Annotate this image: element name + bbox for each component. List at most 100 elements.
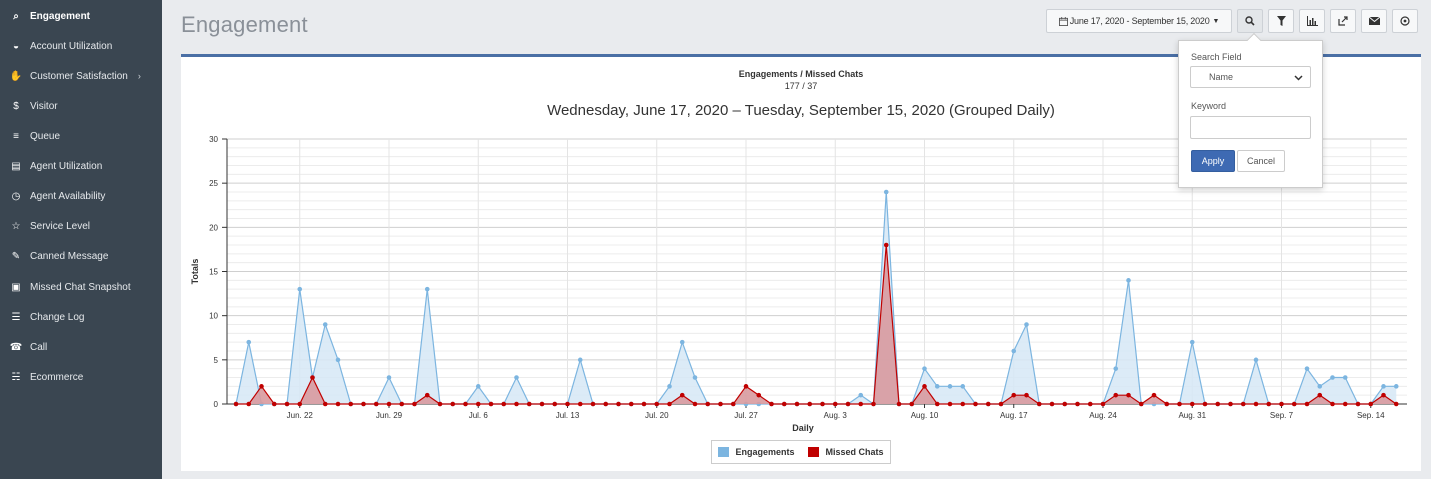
sidebar-item-service-level[interactable]: ☆ Service Level: [0, 211, 162, 241]
data-point-missed-chats: [883, 242, 889, 248]
sidebar-item-change-log[interactable]: ☰ Change Log: [0, 302, 162, 332]
settings-button[interactable]: [1392, 9, 1418, 33]
chart-range-title: Wednesday, June 17, 2020 – Tuesday, Sept…: [547, 102, 1055, 119]
data-point-missed-chats: [1177, 401, 1182, 407]
data-point-engagements: [335, 357, 341, 363]
data-point-missed-chats: [973, 401, 978, 407]
data-point-missed-chats: [1202, 401, 1208, 407]
sidebar-item-label: Service Level: [30, 220, 91, 232]
data-point-engagements: [1126, 278, 1131, 283]
sidebar-item-label: Queue: [30, 130, 61, 142]
data-point-engagements: [947, 384, 953, 389]
sidebar-item-customer-satisfaction[interactable]: ✋ Customer Satisfaction ›: [0, 61, 162, 91]
data-point-missed-chats: [1240, 401, 1246, 407]
x-tick-label: Jul. 27: [734, 411, 758, 420]
legend-item-missed-chats[interactable]: Missed Chats: [808, 447, 884, 457]
search-button[interactable]: [1237, 9, 1263, 33]
data-point-engagements: [922, 366, 927, 371]
date-range-button[interactable]: June 17, 2020 - September 15, 2020 ▼: [1046, 9, 1232, 33]
x-axis-label: Daily: [792, 423, 814, 433]
data-point-missed-chats: [424, 392, 430, 398]
data-point-missed-chats: [1036, 401, 1042, 407]
x-tick-label: Jun. 22: [287, 411, 314, 420]
data-point-engagements: [1024, 322, 1029, 327]
email-button[interactable]: [1361, 9, 1387, 33]
keyword-input[interactable]: [1190, 116, 1311, 139]
sidebar-item-canned-message[interactable]: ✎ Canned Message: [0, 241, 162, 271]
y-tick-label: 5: [214, 356, 219, 365]
data-point-engagements: [1381, 384, 1386, 389]
data-point-engagements: [424, 286, 430, 292]
sidebar-item-agent-utilization[interactable]: ▤ Agent Utilization: [0, 151, 162, 181]
data-point-missed-chats: [832, 401, 838, 407]
keyword-label: Keyword: [1191, 101, 1227, 111]
data-point-missed-chats: [1342, 401, 1348, 407]
email-icon: [1368, 17, 1380, 25]
search-field-label: Search Field: [1191, 52, 1242, 62]
data-point-missed-chats: [1317, 392, 1323, 398]
y-tick-label: 15: [209, 268, 218, 277]
data-point-engagements: [1304, 366, 1310, 371]
y-tick-label: 20: [209, 223, 218, 232]
sidebar-item-queue[interactable]: ≡ Queue: [0, 121, 162, 151]
data-point-missed-chats: [1291, 401, 1297, 407]
export-icon: [1338, 16, 1348, 26]
sidebar: ⌕ Engagement ◒ Account Utilization ✋ Customer…: [0, 0, 162, 479]
data-point-missed-chats: [475, 401, 481, 407]
data-point-missed-chats: [1253, 401, 1259, 407]
x-tick-label: Aug. 10: [911, 411, 939, 420]
sidebar-item-engagement[interactable]: ⌕ Engagement: [0, 1, 162, 31]
data-point-missed-chats: [1164, 401, 1170, 407]
sidebar-item-label: Missed Chat Snapshot: [30, 281, 131, 293]
chart-title: Engagements / Missed Chats: [738, 69, 864, 79]
data-point-missed-chats: [1266, 401, 1272, 407]
data-point-engagements: [1342, 375, 1348, 380]
camera-icon: ▣: [11, 281, 21, 293]
data-point-missed-chats: [985, 401, 991, 407]
data-point-missed-chats: [399, 401, 405, 407]
sidebar-item-label: Agent Availability: [30, 190, 106, 202]
data-point-missed-chats: [565, 401, 570, 407]
data-point-missed-chats: [1304, 401, 1310, 407]
legend-item-engagements[interactable]: Engagements: [718, 447, 794, 457]
data-point-missed-chats: [1355, 401, 1361, 407]
data-point-engagements: [386, 375, 392, 380]
search-popover: Search Field Name Keyword Apply Cancel: [1178, 32, 1323, 188]
data-point-missed-chats: [947, 401, 953, 407]
data-point-missed-chats: [845, 401, 851, 407]
sidebar-item-account-utilization[interactable]: ◒ Account Utilization: [0, 31, 162, 61]
data-point-missed-chats: [463, 401, 468, 407]
legend-label-engagements: Engagements: [735, 447, 795, 457]
sidebar-item-label: Customer Satisfaction: [30, 70, 128, 82]
export-button[interactable]: [1330, 9, 1356, 33]
sidebar-item-missed-chat-snapshot[interactable]: ▣ Missed Chat Snapshot: [0, 272, 162, 302]
data-point-engagements: [246, 339, 252, 345]
cancel-button[interactable]: Cancel: [1237, 150, 1285, 172]
edit-icon: ✎: [11, 250, 21, 262]
chart-type-button[interactable]: [1299, 9, 1325, 33]
dollar-icon: $: [13, 100, 19, 112]
data-point-missed-chats: [233, 401, 239, 407]
data-point-missed-chats: [1011, 392, 1017, 398]
sidebar-item-visitor[interactable]: $ Visitor: [0, 91, 162, 121]
sidebar-item-ecommerce[interactable]: ☵ Ecommerce: [0, 362, 162, 392]
filter-button[interactable]: [1268, 9, 1294, 33]
cart-icon: ☵: [11, 371, 21, 383]
data-point-missed-chats: [794, 401, 800, 407]
search-field-select[interactable]: Name: [1190, 66, 1311, 88]
data-point-missed-chats: [603, 401, 609, 407]
data-point-engagements: [1330, 375, 1335, 380]
data-point-missed-chats: [322, 401, 328, 407]
data-point-missed-chats: [692, 401, 698, 407]
data-point-engagements: [692, 375, 698, 380]
data-point-missed-chats: [730, 401, 736, 407]
sort-icon: ≡: [13, 130, 19, 142]
data-point-missed-chats: [437, 401, 443, 407]
sidebar-item-call[interactable]: ☎ Call: [0, 332, 162, 362]
settings-icon: [1400, 16, 1410, 26]
chart-legend: Engagements Missed Chats: [711, 440, 891, 464]
sidebar-item-agent-availability[interactable]: ◷ Agent Availability: [0, 181, 162, 211]
apply-button[interactable]: Apply: [1191, 150, 1235, 172]
data-point-missed-chats: [718, 401, 723, 407]
data-point-missed-chats: [628, 401, 634, 407]
